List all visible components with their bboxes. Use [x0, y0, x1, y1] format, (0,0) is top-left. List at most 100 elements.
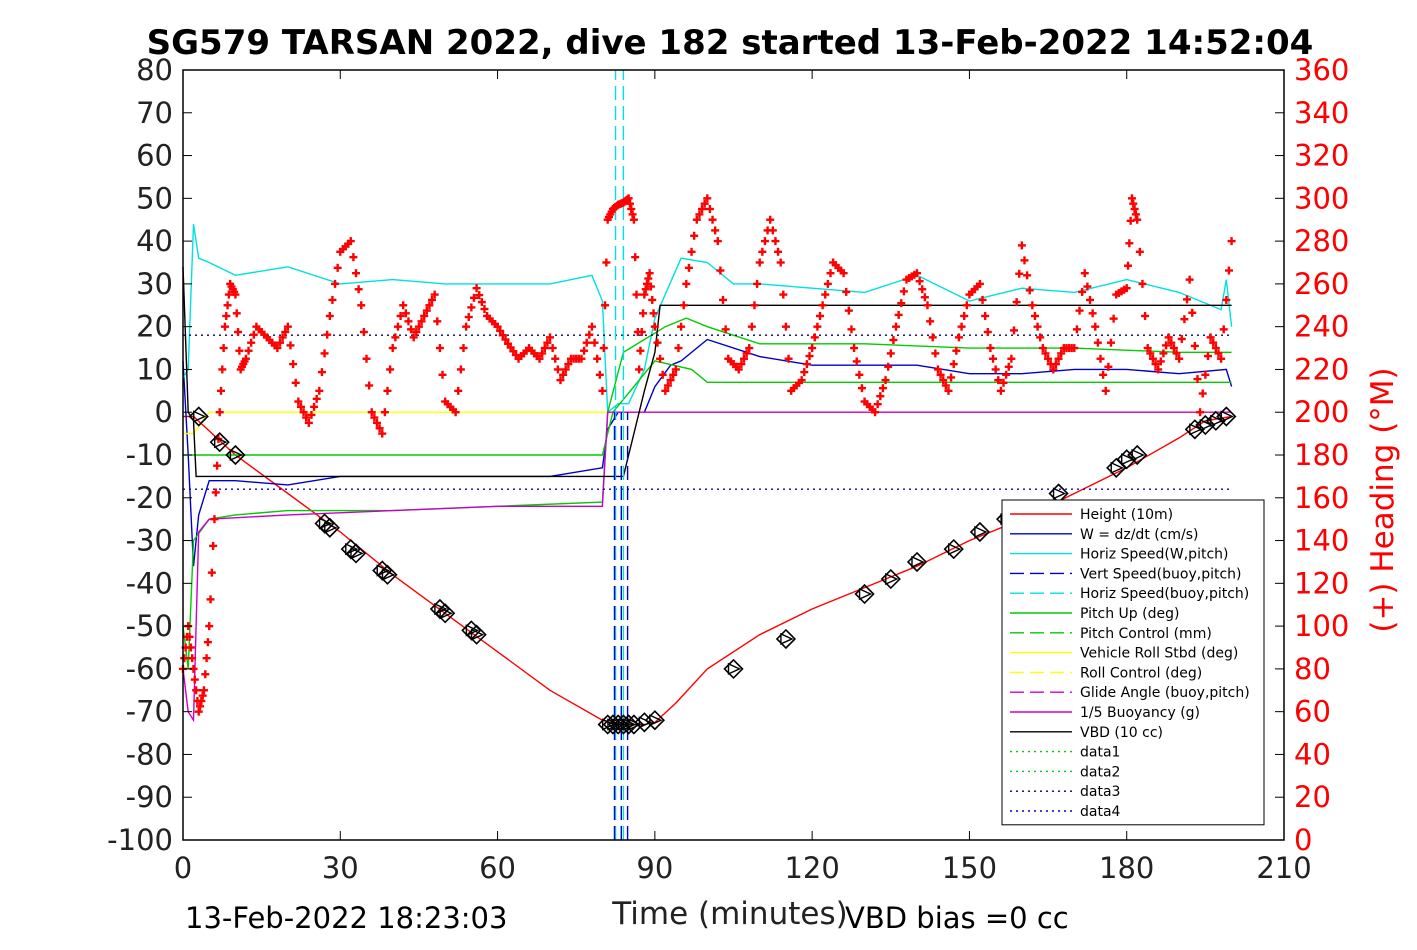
left-tick-label: 50	[136, 181, 173, 215]
heading-point	[1023, 271, 1032, 280]
series-line-pitch-control-mm	[183, 360, 1232, 456]
diamond-marker	[209, 432, 230, 453]
heading-point	[380, 408, 389, 417]
heading-point	[952, 346, 961, 355]
heading-point	[747, 322, 756, 331]
heading-point	[758, 247, 767, 256]
triangle-marker	[1121, 453, 1135, 466]
heading-point	[671, 365, 680, 374]
triangle-marker	[638, 716, 653, 729]
heading-point	[1130, 205, 1139, 214]
heading-point	[625, 199, 634, 208]
heading-point	[312, 394, 321, 403]
legend-entry-data3: data3	[1010, 784, 1120, 800]
heading-point	[278, 333, 287, 342]
heading-point	[1224, 266, 1233, 275]
heading-point	[745, 344, 754, 353]
heading-point	[438, 370, 447, 379]
heading-point	[1083, 282, 1092, 291]
heading-point	[1196, 408, 1205, 417]
heading-point	[480, 305, 489, 314]
right-tick-label: 240	[1294, 310, 1349, 344]
heading-point	[207, 568, 216, 577]
triangle-marker	[974, 525, 988, 539]
right-tick-label: 260	[1294, 267, 1349, 301]
heading-point	[1038, 344, 1047, 353]
legend-entry-glide-angle-buoy-pitch: Glide Angle (buoy,pitch)	[1010, 685, 1250, 701]
heading-point	[1217, 354, 1226, 363]
heading-point	[663, 381, 672, 390]
diamond-marker	[880, 568, 901, 590]
heading-point	[1129, 199, 1138, 208]
heading-point	[711, 226, 720, 235]
heading-point	[640, 290, 649, 299]
x-tick-label: 30	[322, 851, 359, 885]
heading-point	[1041, 349, 1050, 358]
heading-point	[1175, 354, 1184, 363]
heading-point	[884, 362, 893, 371]
diamond-marker	[225, 444, 246, 466]
x-tick-label: 0	[174, 851, 192, 885]
heading-point	[666, 376, 675, 385]
heading-point	[1004, 362, 1013, 371]
heading-point	[857, 384, 866, 393]
heading-point	[823, 279, 832, 288]
heading-point	[1162, 341, 1171, 350]
heading-point	[760, 237, 769, 246]
heading-point	[349, 253, 358, 262]
legend-entry-height-10m: Height (10m)	[1010, 507, 1173, 523]
heading-point	[1075, 306, 1084, 315]
heading-point	[535, 354, 544, 363]
triangle-marker	[439, 607, 453, 620]
triangle-marker	[470, 628, 485, 641]
heading-point	[299, 408, 308, 417]
left-tick-label: -70	[126, 695, 173, 729]
diamond-marker	[775, 628, 797, 650]
heading-point	[989, 354, 998, 363]
heading-point	[1156, 357, 1165, 366]
heading-point	[1025, 286, 1034, 295]
heading-point	[249, 330, 258, 339]
heading-point	[1012, 298, 1021, 307]
heading-point	[844, 306, 853, 315]
heading-point	[1057, 349, 1066, 358]
heading-point	[656, 354, 665, 363]
heading-point	[842, 287, 851, 296]
heading-point	[739, 354, 748, 363]
heading-point	[1049, 365, 1058, 374]
heading-point	[750, 301, 759, 310]
right-tick-label: 120	[1294, 566, 1349, 600]
legend-entry-horiz-speed-w-pitch: Horiz Speed(W,pitch)	[1010, 547, 1228, 563]
left-tick-label: -100	[107, 823, 173, 857]
heading-point	[918, 285, 927, 294]
heading-point	[649, 309, 658, 318]
heading-point	[941, 381, 950, 390]
heading-point	[407, 325, 416, 334]
legend-entry-pitch-up-deg: Pitch Up (deg)	[1010, 606, 1179, 622]
heading-point	[1141, 311, 1150, 320]
heading-point	[333, 263, 342, 272]
legend-entry-vehicle-roll-stbd-deg: Vehicle Roll Stbd (deg)	[1010, 646, 1238, 662]
heading-point	[320, 349, 329, 358]
heading-point	[477, 298, 486, 307]
right-tick-label: 160	[1294, 481, 1349, 515]
heading-point	[218, 365, 227, 374]
heading-point	[291, 378, 300, 387]
legend-label: W = dz/dt (cm/s)	[1080, 527, 1199, 543]
heading-point	[700, 199, 709, 208]
triangle-marker	[911, 555, 925, 569]
right-tick-label: 140	[1294, 524, 1349, 558]
heading-point	[186, 643, 195, 652]
triangle-marker	[324, 521, 338, 534]
heading-point	[776, 258, 785, 267]
heading-point	[698, 205, 707, 214]
heading-point	[456, 365, 465, 374]
left-tick-label: 10	[136, 352, 173, 386]
heading-point	[401, 309, 410, 318]
heading-point	[944, 386, 953, 395]
heading-point	[897, 299, 906, 308]
heading-point	[669, 370, 678, 379]
heading-point	[365, 381, 374, 390]
heading-point	[1180, 315, 1189, 324]
